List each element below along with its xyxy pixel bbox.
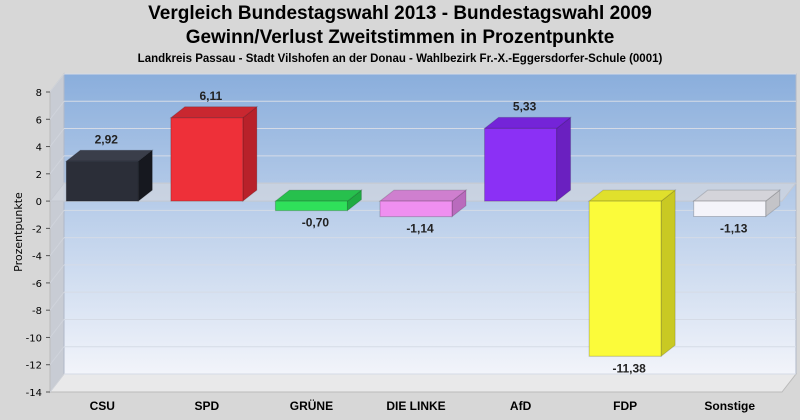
bar-afd — [483, 116, 573, 203]
y-tick-label: -12 — [26, 361, 42, 372]
y-tick-label: -8 — [32, 306, 42, 317]
bar-front — [170, 117, 244, 202]
y-tick-label: -2 — [32, 224, 42, 235]
chart-subtitle: Gewinn/Verlust Zweitstimmen in Prozentpu… — [185, 27, 615, 48]
value-label: 6,11 — [200, 89, 223, 103]
gridline-side — [49, 291, 65, 311]
chart-caption: Landkreis Passau - Stadt Vilshofen an de… — [137, 53, 663, 65]
bar-csu — [64, 149, 154, 203]
y-tick-label: 0 — [36, 197, 42, 208]
bar-spd — [169, 105, 259, 203]
gridline-side — [49, 346, 65, 366]
bar-front — [588, 200, 662, 357]
bar-side — [137, 149, 153, 203]
gridline-side — [49, 319, 65, 338]
bars — [64, 105, 782, 358]
y-tick-label: 2 — [36, 170, 42, 181]
y-tick-label: 6 — [36, 115, 42, 126]
bar-die-linke — [378, 189, 468, 218]
gridline-side — [49, 264, 65, 284]
y-tick-label: -14 — [26, 388, 42, 399]
category-label: DIE LINKE — [386, 399, 445, 413]
bar-side — [242, 105, 258, 203]
floor — [48, 373, 798, 393]
bar-sonstige — [692, 189, 782, 218]
gridline-side — [49, 100, 65, 120]
gridline-side — [49, 155, 65, 175]
gridline-side — [49, 128, 65, 147]
category-label: SPD — [195, 399, 220, 413]
gridline-side — [49, 373, 65, 393]
value-label: -1,14 — [406, 222, 434, 236]
category-label: FDP — [613, 399, 637, 413]
bar-top — [587, 189, 677, 202]
bar-front — [484, 127, 558, 202]
value-label: -11,38 — [612, 361, 646, 375]
bar-fdp — [587, 189, 677, 358]
bar-front — [693, 200, 767, 218]
category-label: GRÜNE — [290, 398, 333, 413]
value-label: 2,92 — [95, 132, 119, 146]
y-axis: 8 6 4 2 0 -2 -4 -6 -8 -10 -12 -14 — [26, 88, 50, 399]
y-tick-label: -10 — [26, 333, 42, 344]
bar-top — [64, 149, 154, 162]
bar-side — [660, 189, 676, 358]
value-labels: 2,92 6,11 -0,70 -1,14 5,33 -11,38 -1,13 — [95, 89, 748, 376]
bar-front — [274, 200, 348, 212]
gridline-side — [49, 237, 65, 256]
y-tick-label: 4 — [36, 143, 42, 154]
bar-grüne — [273, 189, 363, 212]
x-axis: CSU SPD GRÜNE DIE LINKE AfD FDP Sonstige — [90, 398, 756, 413]
y-tick-label: -4 — [32, 252, 42, 263]
value-label: -1,13 — [720, 222, 748, 236]
gridline-side — [49, 210, 65, 229]
bar-front — [65, 160, 139, 202]
y-axis-label: Prozentpunkte — [12, 192, 25, 272]
bar-top — [169, 106, 259, 119]
category-label: CSU — [90, 399, 115, 413]
bar-side — [556, 116, 572, 203]
bar-top — [692, 189, 782, 202]
category-label: Sonstige — [704, 399, 755, 413]
gridline-side — [49, 73, 65, 93]
bar-top — [483, 116, 573, 129]
y-tick-label: -6 — [32, 279, 42, 290]
value-label: -0,70 — [302, 216, 330, 230]
bar-top — [378, 189, 468, 202]
y-tick-label: 8 — [36, 88, 42, 99]
chart-title: Vergleich Bundestagswahl 2013 - Bundesta… — [148, 3, 652, 24]
bar-front — [379, 200, 453, 218]
value-label: 5,33 — [513, 99, 537, 113]
side-wall — [49, 72, 65, 394]
category-label: AfD — [510, 399, 532, 413]
bar-top — [273, 189, 363, 202]
